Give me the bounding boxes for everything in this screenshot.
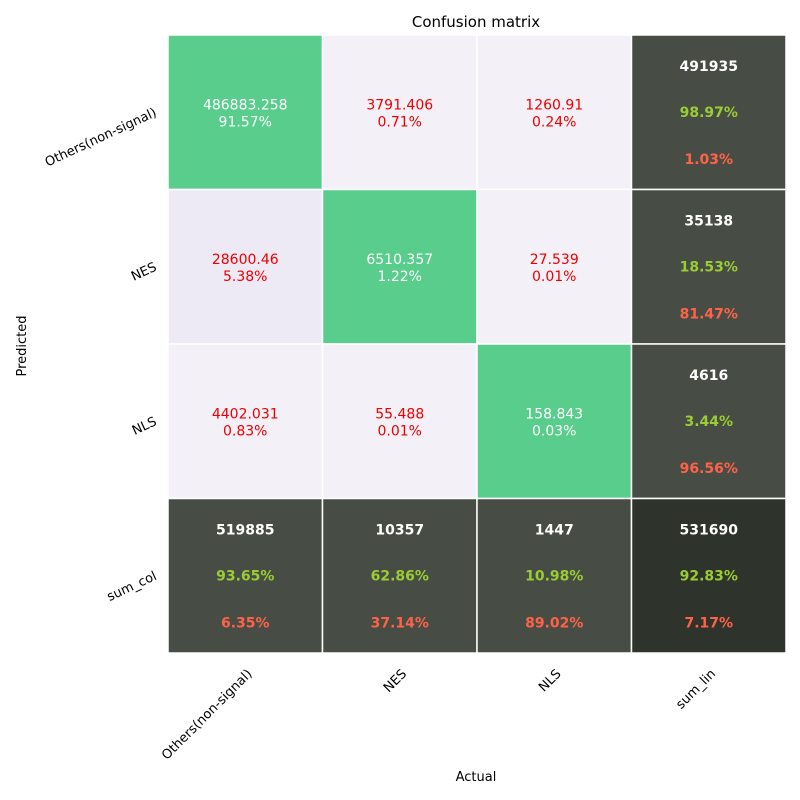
cell-value-label: 55.488 (375, 406, 424, 422)
cell-total-label: 35138 (684, 214, 733, 230)
heatmap-cell (476, 497, 633, 654)
cell-correct-percent-label: 3.44% (684, 414, 733, 430)
heatmap-cell (630, 497, 787, 654)
heatmap-cell (167, 497, 324, 654)
cell-percent-label: 1.22% (378, 269, 422, 285)
cell-percent-label: 91.57% (219, 114, 272, 130)
cell-error-percent-label: 37.14% (371, 616, 429, 632)
cell-percent-label: 0.83% (223, 423, 267, 439)
cell-total-label: 491935 (680, 59, 738, 75)
cell-correct-percent-label: 10.98% (525, 569, 583, 585)
heatmap-cell (167, 34, 324, 191)
cell-value-label: 6510.357 (366, 252, 433, 268)
heatmap-cell (321, 188, 478, 345)
cell-percent-label: 0.24% (532, 114, 576, 130)
cell-percent-label: 0.03% (532, 423, 576, 439)
cell-percent-label: 0.01% (378, 423, 422, 439)
cell-total-label: 531690 (680, 523, 739, 539)
cell-correct-percent-label: 93.65% (216, 569, 274, 585)
cell-correct-percent-label: 62.86% (371, 569, 429, 585)
x-tick-label: sum_lin (673, 667, 719, 713)
cell-percent-label: 0.01% (532, 269, 576, 285)
cell-error-percent-label: 89.02% (525, 616, 583, 632)
cell-total-label: 519885 (216, 523, 274, 539)
cell-total-label: 1447 (535, 523, 574, 539)
x-tick-label: Others(non-signal) (159, 667, 255, 763)
x-tick-label: NLS (536, 667, 564, 695)
cell-error-percent-label: 96.56% (680, 461, 738, 477)
cell-correct-percent-label: 98.97% (680, 105, 738, 121)
cell-value-label: 4402.031 (212, 406, 279, 422)
cell-total-label: 10357 (375, 523, 424, 539)
heatmap-cell (167, 188, 324, 345)
cell-value-label: 158.843 (525, 406, 583, 422)
cell-total-label: 4616 (689, 368, 728, 384)
heatmap-cell (630, 34, 787, 191)
cell-error-percent-label: 6.35% (221, 616, 270, 632)
y-tick-label: NLS (130, 414, 159, 438)
y-axis-label: Predicted (15, 315, 30, 376)
cell-value-label: 3791.406 (366, 97, 433, 113)
cell-percent-label: 0.71% (378, 114, 422, 130)
cell-percent-label: 5.38% (223, 269, 267, 285)
x-axis-label: Actual (456, 770, 497, 785)
heatmap-cell (630, 188, 787, 345)
heatmap-cell (630, 343, 787, 500)
chart-title: Confusion matrix (412, 13, 540, 31)
cell-value-label: 28600.46 (212, 252, 279, 268)
heatmap-cell (321, 343, 478, 500)
y-tick-label: NES (129, 260, 159, 285)
cell-value-label: 486883.258 (203, 97, 288, 113)
cell-value-label: 27.539 (530, 252, 579, 268)
cell-correct-percent-label: 18.53% (680, 260, 738, 276)
cell-error-percent-label: 1.03% (684, 152, 733, 168)
cell-error-percent-label: 7.17% (684, 616, 733, 632)
heatmap-cell (321, 497, 478, 654)
cell-correct-percent-label: 92.83% (680, 569, 738, 585)
y-tick-label: Others(non-signal) (43, 105, 159, 170)
x-tick-label: NES (381, 667, 410, 696)
heatmap-cell (321, 34, 478, 191)
heatmap-cell (476, 34, 633, 191)
cell-error-percent-label: 81.47% (680, 307, 738, 323)
y-tick-label: sum_col (105, 569, 159, 605)
cell-value-label: 1260.91 (525, 97, 583, 113)
